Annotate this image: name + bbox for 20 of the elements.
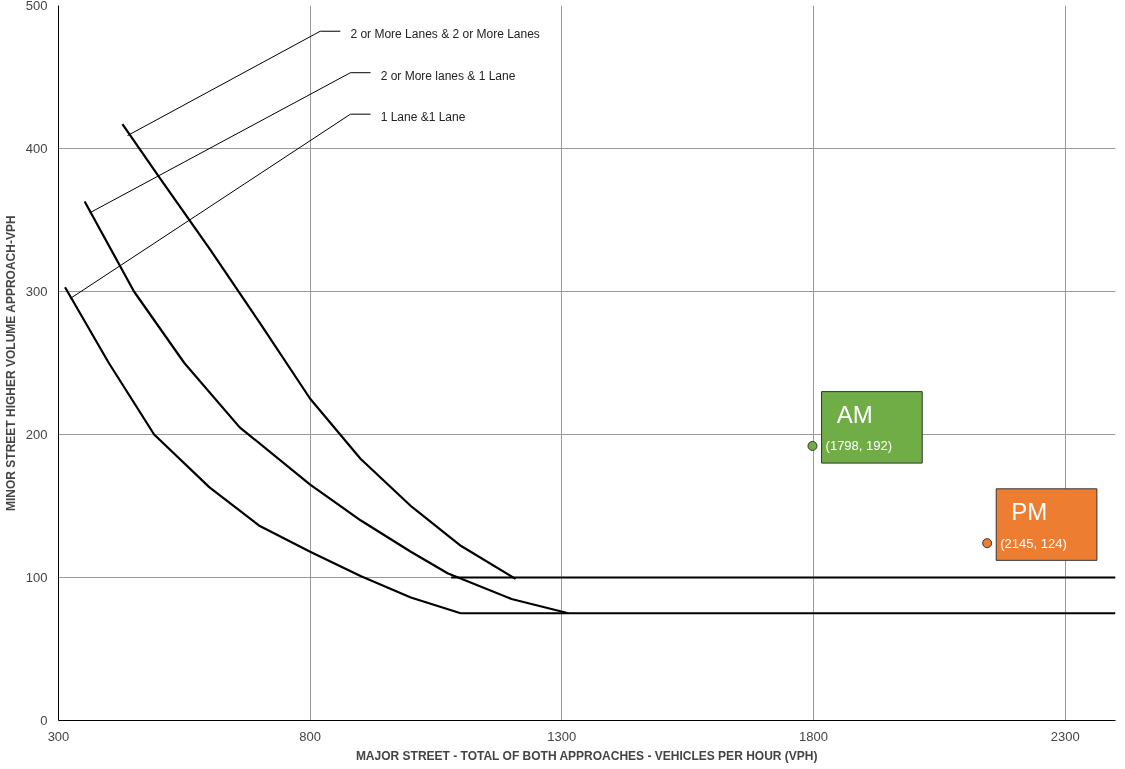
y-tick-label: 400 <box>25 141 48 156</box>
x-tick-label: 2300 <box>1050 728 1080 744</box>
y-tick-label: 300 <box>25 284 48 299</box>
text: 2 or More lanes & 1 Lane <box>380 68 516 83</box>
x-axis-title: MAJOR STREET - TOTAL OF BOTH APPROACHES - VEHICLES PER HOUR (VPH) <box>355 748 818 763</box>
x-tick-label: 1300 <box>547 728 577 744</box>
x-tick-label: 300 <box>47 728 70 744</box>
data-label: (1798, 192) <box>825 438 893 454</box>
series-label: PM <box>1011 498 1048 526</box>
x-tick-label: 1800 <box>799 728 828 744</box>
y-tick-label: 200 <box>25 427 48 442</box>
data-label: (2145, 124) <box>1000 535 1067 551</box>
y-tick-label: 0 <box>40 713 48 728</box>
text: 2 or More Lanes & 2 or More Lanes <box>350 27 540 42</box>
series-label: AM <box>836 400 873 428</box>
x-tick-label: 800 <box>299 728 322 744</box>
y-tick-label: 500 <box>25 0 48 13</box>
y-axis-title: MINOR STREET HIGHER VOLUME APPROACH-VPH <box>3 215 18 512</box>
text: 1 Lane &1 Lane <box>380 110 466 125</box>
y-tick-label: 100 <box>25 570 48 585</box>
